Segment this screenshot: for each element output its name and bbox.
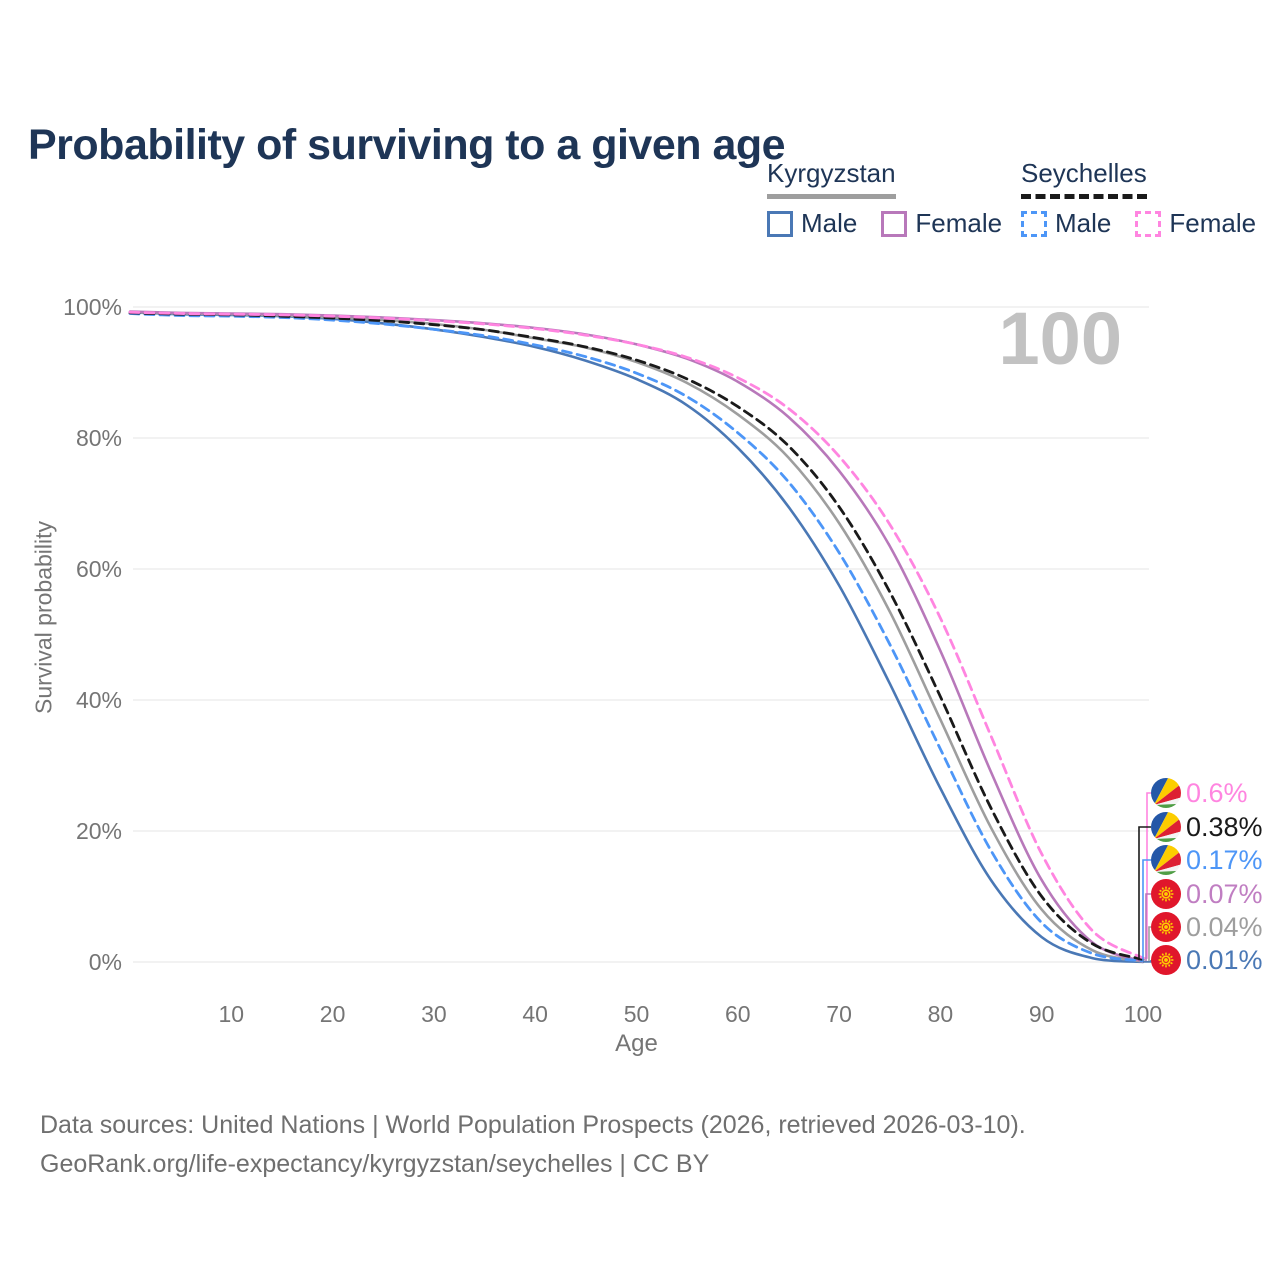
legend-label-seychelles-female: Female <box>1169 208 1257 238</box>
end-label-value: 0.17% <box>1186 845 1263 875</box>
y-tick-label: 80% <box>76 425 122 451</box>
footer-data-sources: Data sources: United Nations | World Pop… <box>40 1111 1026 1139</box>
x-tick-label: 100 <box>1124 1001 1162 1027</box>
kyrgyzstan-female-swatch-icon <box>881 210 908 237</box>
footer-url: GeoRank.org/life-expectancy/kyrgyzstan/s… <box>40 1150 710 1178</box>
survival-curve-seychelles-male <box>128 312 1145 963</box>
end-label-kg_all: 0.04% <box>1151 912 1263 942</box>
y-tick-label: 100% <box>63 294 122 320</box>
end-label-connector <box>1142 859 1151 961</box>
x-tick-label: 20 <box>320 1001 346 1027</box>
seychelles-flag-icon <box>1151 845 1181 875</box>
x-tick-label: 70 <box>826 1001 852 1027</box>
end-label-kg_female: 0.07% <box>1151 879 1263 909</box>
seychelles-flag-icon <box>1151 812 1181 842</box>
x-tick-label: 30 <box>421 1001 447 1027</box>
survival-curve-seychelles-female <box>128 310 1145 960</box>
age-watermark: 100 <box>999 297 1122 380</box>
y-tick-label: 0% <box>89 949 122 975</box>
end-label-value: 0.04% <box>1186 912 1263 942</box>
legend-items-seychelles: Male Female <box>1021 208 1256 239</box>
end-label-kg_male: 0.01% <box>1151 945 1263 975</box>
legend-item-seychelles-male[interactable]: Male <box>1021 208 1111 239</box>
survival-curve-kyrgyzstan-male <box>128 310 1145 964</box>
x-tick-label: 80 <box>928 1001 954 1027</box>
footer: Data sources: United Nations | World Pop… <box>40 1106 1026 1184</box>
end-label-connector <box>1143 960 1152 963</box>
legend-label-kyrgyzstan-male: Male <box>801 208 858 238</box>
survival-curve-kyrgyzstan-female <box>128 310 1145 963</box>
x-tick-label: 90 <box>1029 1001 1055 1027</box>
end-label-sc_female: 0.6% <box>1151 778 1248 808</box>
legend-group-seychelles: Seychelles Male Female <box>1021 158 1256 239</box>
legend: Kyrgyzstan Male Female Seychelles Male F… <box>0 158 1280 248</box>
x-axis-title: Age <box>615 1030 658 1057</box>
end-label-value: 0.6% <box>1186 778 1248 808</box>
end-label-sc_all: 0.38% <box>1151 812 1263 842</box>
y-tick-label: 40% <box>76 687 122 713</box>
legend-country-kyrgyzstan: Kyrgyzstan <box>767 158 896 199</box>
legend-label-kyrgyzstan-female: Female <box>915 208 1003 238</box>
survival-curve-kyrgyzstan-both-sexes <box>128 310 1145 963</box>
x-tick-label: 40 <box>522 1001 548 1027</box>
legend-item-kyrgyzstan-male[interactable]: Male <box>767 208 857 239</box>
legend-item-seychelles-female[interactable]: Female <box>1135 208 1256 239</box>
legend-country-seychelles: Seychelles <box>1021 158 1147 199</box>
page-title: Probability of surviving to a given age <box>28 120 786 169</box>
seychelles-female-swatch-icon <box>1135 210 1162 237</box>
y-tick-label: 60% <box>76 556 122 582</box>
kyrgyzstan-flag-icon <box>1151 879 1181 909</box>
end-label-connector <box>1138 826 1151 961</box>
y-tick-label: 20% <box>76 818 122 844</box>
legend-items-kyrgyzstan: Male Female <box>767 208 1002 239</box>
legend-label-seychelles-male: Male <box>1055 208 1112 238</box>
end-label-sc_male: 0.17% <box>1151 845 1263 875</box>
x-tick-label: 10 <box>219 1001 245 1027</box>
kyrgyzstan-male-swatch-icon <box>767 210 793 237</box>
x-tick-label: 60 <box>725 1001 751 1027</box>
seychelles-male-swatch-icon <box>1021 210 1047 237</box>
end-label-value: 0.07% <box>1186 879 1263 909</box>
legend-item-kyrgyzstan-female[interactable]: Female <box>881 208 1002 239</box>
end-label-value: 0.01% <box>1186 945 1263 975</box>
survival-curve-seychelles-both-sexes <box>128 311 1145 961</box>
x-tick-label: 50 <box>624 1001 650 1027</box>
kyrgyzstan-flag-icon <box>1151 945 1181 975</box>
legend-group-kyrgyzstan: Kyrgyzstan Male Female <box>767 158 1002 239</box>
y-axis-title: Survival probability <box>30 520 57 715</box>
seychelles-flag-icon <box>1151 778 1181 808</box>
end-label-connector <box>1143 792 1151 959</box>
end-label-value: 0.38% <box>1186 812 1263 842</box>
kyrgyzstan-flag-icon <box>1151 912 1181 942</box>
